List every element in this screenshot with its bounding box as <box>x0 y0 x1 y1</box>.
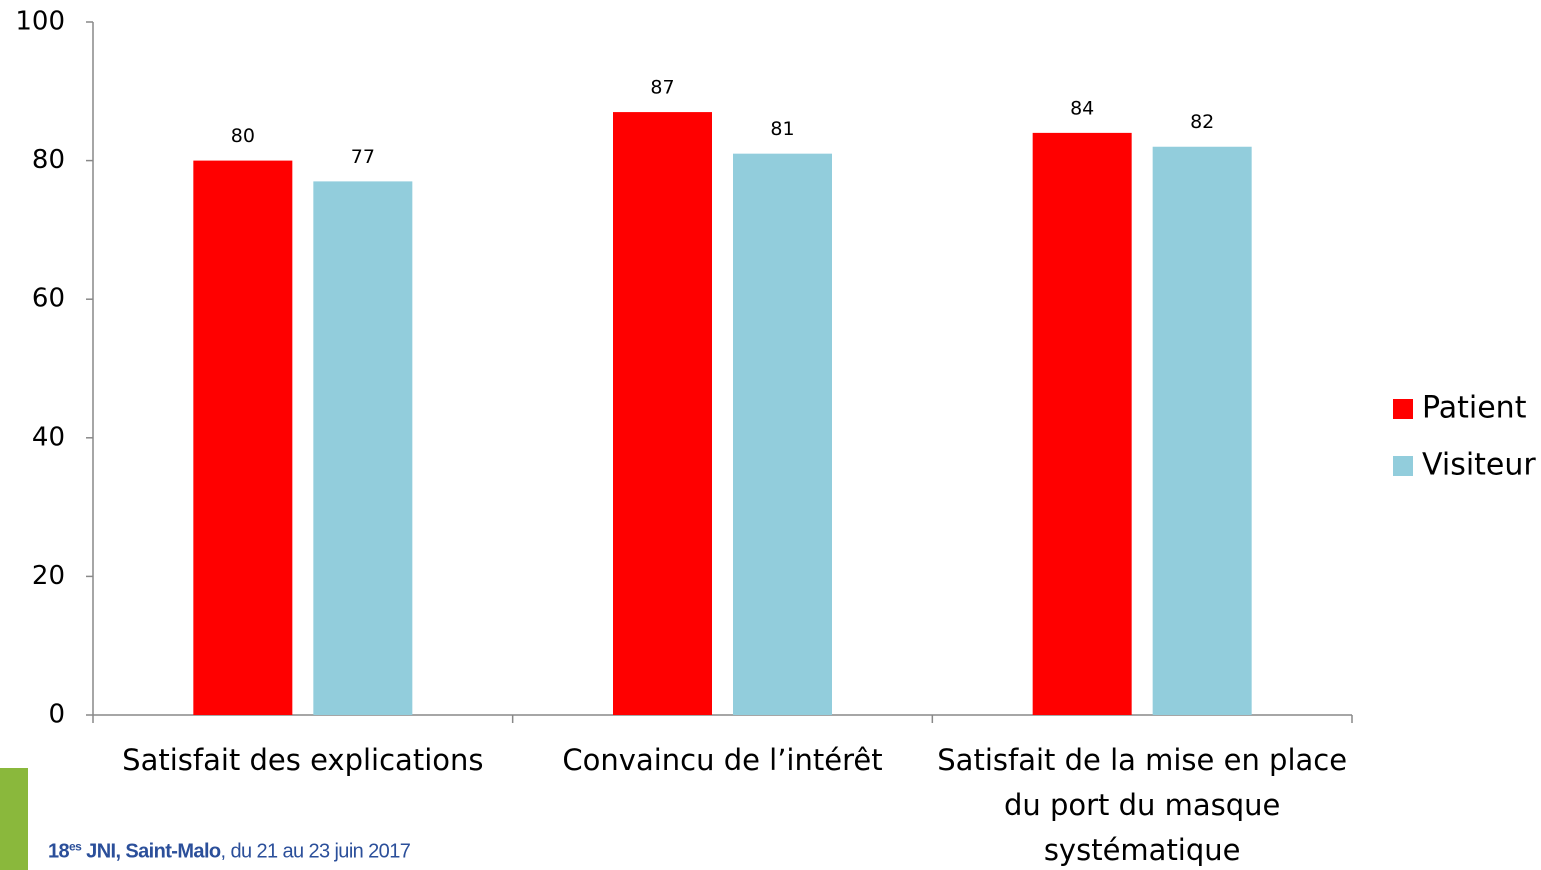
footer-dates: , du 21 au 23 juin 2017 <box>220 840 411 863</box>
value-label: 77 <box>351 146 375 168</box>
x-tick-label: Satisfait de la mise en place du port du … <box>937 743 1347 867</box>
logo <box>0 768 28 870</box>
footer-event: JNI, Saint-Malo <box>86 840 221 863</box>
bar <box>1152 146 1252 716</box>
value-label: 81 <box>770 118 794 140</box>
value-label: 84 <box>1070 97 1094 119</box>
bar <box>613 112 712 716</box>
y-tick-label: 60 <box>32 284 65 314</box>
value-label: 87 <box>650 77 674 99</box>
x-tick-label-line: Satisfait des explications <box>122 743 483 777</box>
x-tick-label: Convaincu de l’intérêt <box>562 743 882 777</box>
y-tick-label: 80 <box>32 145 65 175</box>
bar <box>733 153 832 716</box>
legend-swatch <box>1393 456 1413 476</box>
x-tick-label-line: Convaincu de l’intérêt <box>562 743 882 777</box>
y-tick-label: 100 <box>15 7 65 37</box>
x-tick-label: Satisfait des explications <box>122 743 483 777</box>
y-tick-label: 20 <box>32 561 65 591</box>
bar <box>1032 132 1132 715</box>
footer-superscript: es <box>69 839 82 853</box>
y-tick-label: 0 <box>48 700 65 730</box>
x-tick-label-line: systématique <box>1044 833 1241 867</box>
footer-number: 18 <box>48 840 70 863</box>
footer: 18es JNI, Saint-Malo, du 21 au 23 juin 2… <box>48 839 411 864</box>
bar <box>193 160 293 716</box>
legend-label: Visiteur <box>1422 448 1536 483</box>
x-tick-label-line: du port du masque <box>1004 788 1280 822</box>
legend-label: Patient <box>1422 391 1527 426</box>
bar <box>313 181 413 715</box>
legend-swatch <box>1393 399 1413 419</box>
y-tick-label: 40 <box>32 422 65 452</box>
value-label: 80 <box>231 125 255 147</box>
x-tick-label-line: Satisfait de la mise en place <box>937 743 1347 777</box>
value-label: 82 <box>1190 111 1214 133</box>
